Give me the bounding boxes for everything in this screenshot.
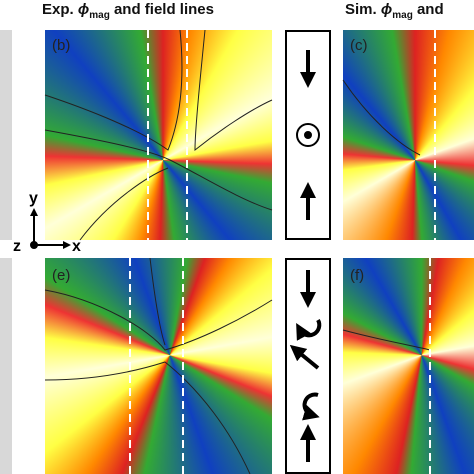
axis-label: z (13, 238, 21, 255)
spin-box-bottom (285, 258, 331, 474)
title-right: Sim. ϕmag and (345, 1, 444, 21)
map-c (343, 30, 474, 240)
field-lines (44, 29, 431, 474)
neighbor-panel (0, 30, 12, 240)
neighbor-panel (0, 258, 12, 474)
dashed-lines (129, 30, 436, 474)
axes-icon (30, 208, 71, 249)
map-e (45, 258, 272, 474)
axis-label: y (29, 190, 38, 207)
map-b (45, 30, 272, 240)
map-f (343, 258, 474, 474)
title-left: Exp. ϕmag and field lines (42, 1, 214, 21)
panel-label: (b) (52, 37, 70, 54)
panel-label: (c) (350, 37, 368, 54)
panel-label: (e) (52, 267, 70, 284)
axis-label: x (72, 238, 81, 255)
spin-box-top (285, 30, 331, 240)
panel-label: (f) (350, 267, 364, 284)
